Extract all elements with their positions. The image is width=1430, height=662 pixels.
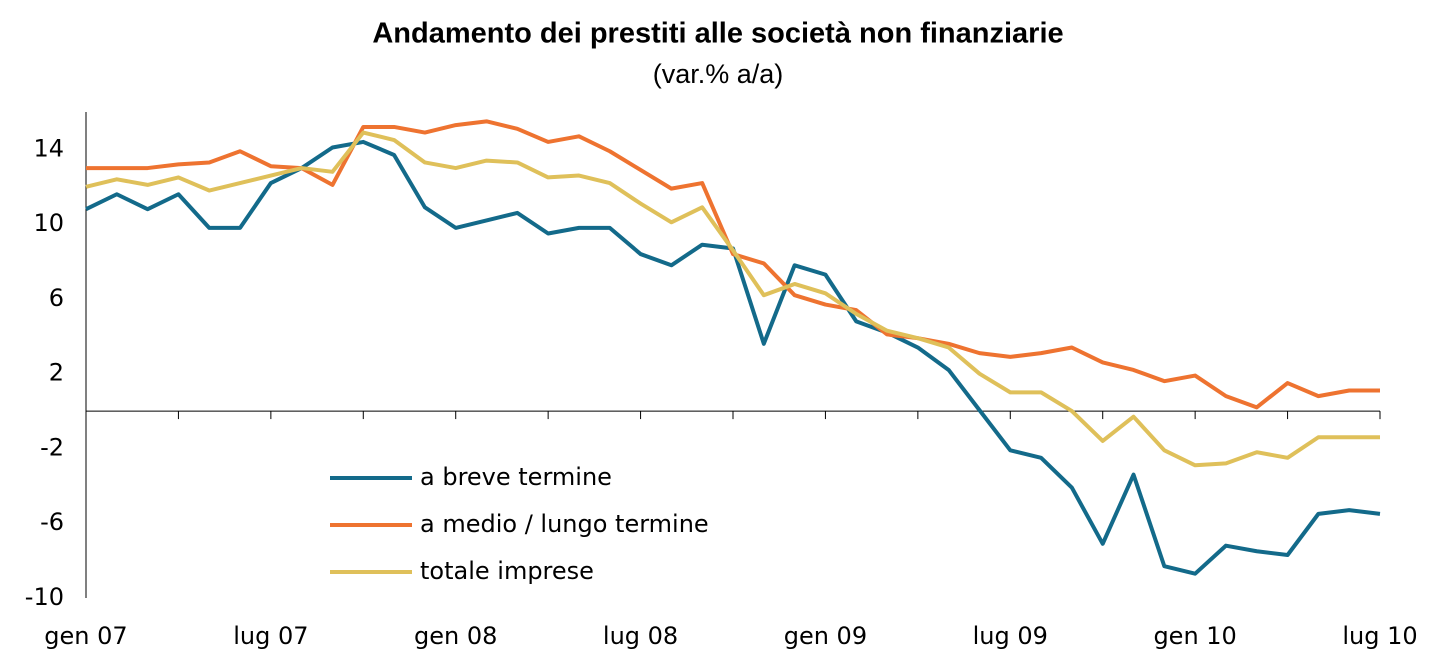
legend-label: a medio / lungo termine xyxy=(420,510,709,538)
y-tick-label: 2 xyxy=(49,359,64,387)
series-line xyxy=(86,119,1380,410)
y-tick-label: -2 xyxy=(40,433,64,461)
legend-label: totale imprese xyxy=(420,557,594,585)
x-tick-label: gen 07 xyxy=(44,622,127,650)
series-line xyxy=(85,139,1381,576)
legend-label: a breve termine xyxy=(420,463,612,491)
x-tick-label: lug 07 xyxy=(233,622,308,650)
y-tick-label: 10 xyxy=(33,209,64,237)
x-tick-label: gen 08 xyxy=(414,622,497,650)
x-tick-label: gen 09 xyxy=(784,622,867,650)
x-tick-label: lug 09 xyxy=(973,622,1048,650)
x-tick-label: lug 10 xyxy=(1342,622,1417,650)
y-tick-label: -6 xyxy=(40,508,64,536)
chart-title: Andamento dei prestiti alle società non … xyxy=(372,18,1063,50)
x-tick-label: lug 08 xyxy=(603,622,678,650)
y-tick-label: 6 xyxy=(49,284,64,312)
y-tick-label: -10 xyxy=(25,583,64,611)
x-tick-label: gen 10 xyxy=(1153,622,1236,650)
chart-subtitle: (var.% a/a) xyxy=(653,59,784,89)
y-tick-label: 14 xyxy=(33,134,64,162)
series-line xyxy=(85,130,1380,468)
